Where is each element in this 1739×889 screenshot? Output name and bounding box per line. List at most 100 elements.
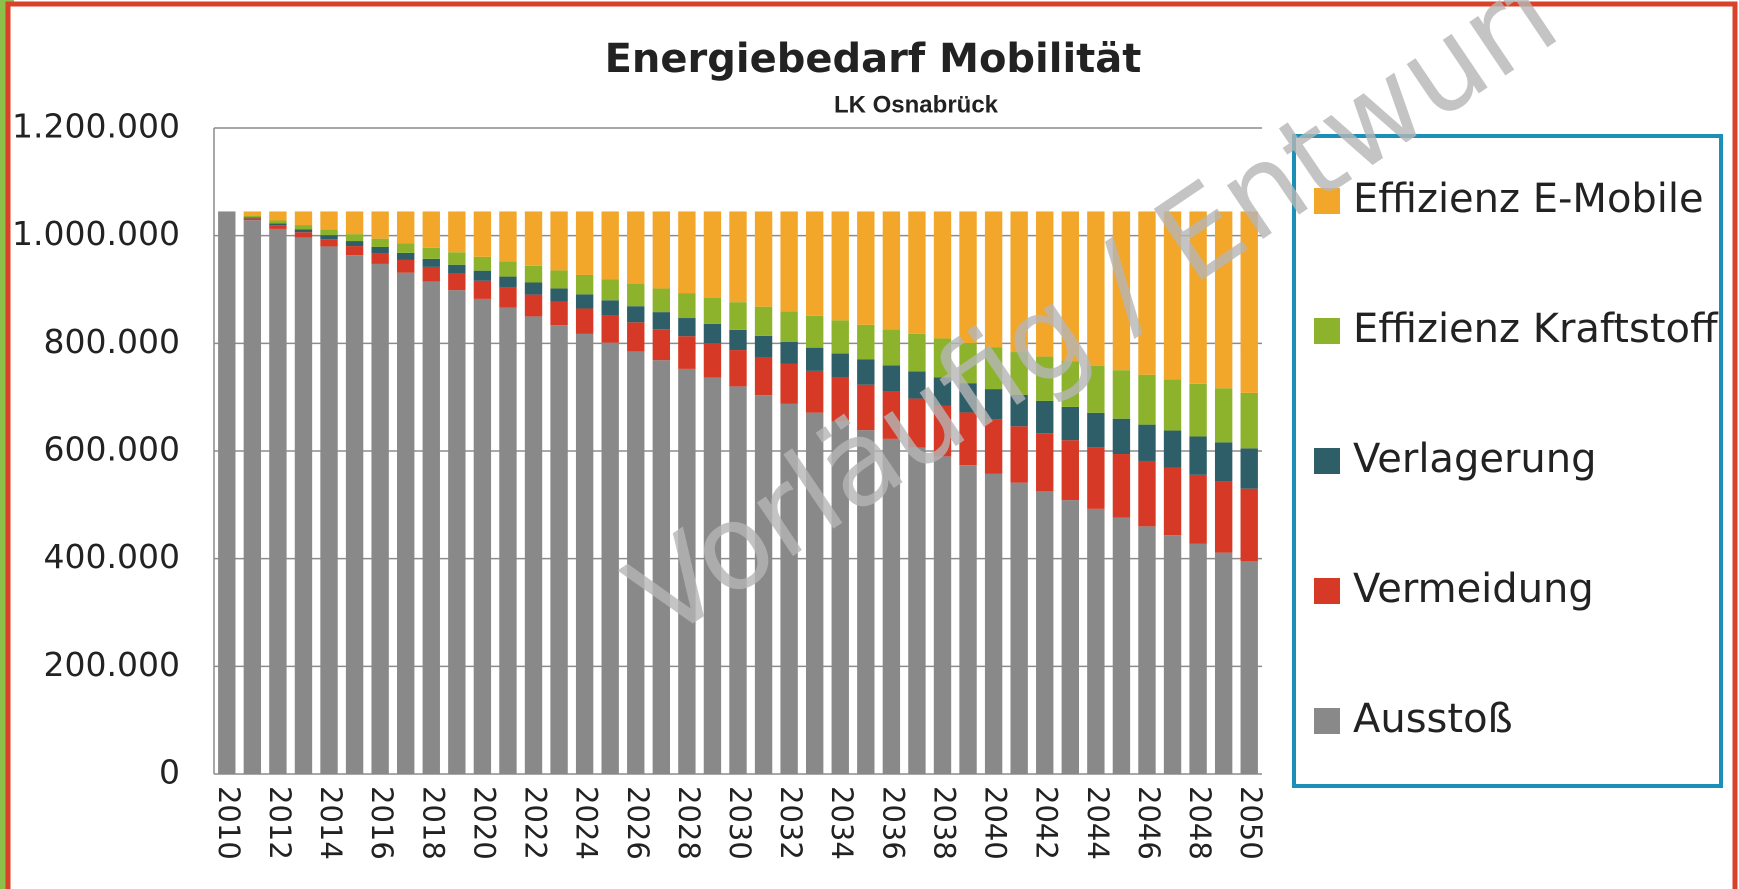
bar-segment	[805, 347, 824, 371]
bar-segment	[371, 211, 389, 239]
bar-segment	[524, 294, 543, 317]
bar-segment	[448, 252, 466, 265]
bar-segment	[422, 281, 440, 774]
bar-segment	[678, 293, 696, 319]
y-tick-label: 600.000	[44, 430, 180, 469]
bar-segment	[1087, 365, 1105, 413]
x-tick-label: 2024	[570, 786, 604, 860]
bar-segment	[678, 318, 696, 337]
bar-segment	[371, 238, 389, 247]
bar-segment	[397, 211, 415, 244]
bar-segment	[933, 405, 952, 457]
bar-segment	[882, 211, 901, 330]
x-tick-label: 2028	[672, 786, 706, 860]
bar-segment	[499, 211, 517, 262]
legend-label: Effizienz E-Mobile	[1353, 176, 1704, 222]
bar-segment	[550, 288, 568, 302]
y-tick-label: 0	[159, 753, 180, 792]
bar-segment	[371, 263, 389, 774]
bar-segment	[984, 211, 1003, 348]
bar-segment	[269, 211, 287, 221]
bar-segment	[524, 316, 543, 774]
bar-segment	[959, 383, 977, 413]
bar-segment	[294, 225, 313, 230]
x-tick-label: 2020	[467, 786, 501, 860]
bar-segment	[805, 412, 824, 774]
bar-segment	[371, 246, 389, 254]
bar-segment	[1087, 412, 1105, 448]
bar-segment	[627, 322, 645, 352]
bar-segment	[652, 312, 671, 330]
y-tick-label: 1.200.000	[12, 107, 180, 146]
bar-segment	[320, 239, 338, 247]
x-tick-label: 2014	[314, 786, 348, 860]
x-tick-label: 2042	[1030, 786, 1064, 860]
bar-segment	[1189, 474, 1207, 544]
bar-segment	[294, 237, 313, 774]
bar-segment	[857, 359, 875, 385]
x-tick-label: 2026	[621, 786, 655, 860]
bar-segment	[678, 211, 696, 294]
bar-segment	[831, 421, 849, 774]
bar-segment	[805, 315, 824, 348]
legend-swatch	[1314, 318, 1340, 344]
bar-segment	[243, 217, 262, 219]
y-tick-label: 200.000	[44, 645, 180, 684]
bar-segment	[1061, 361, 1079, 407]
legend-box	[1292, 134, 1723, 788]
bar-segment	[269, 228, 287, 774]
bar-segment	[882, 438, 901, 774]
bar-segment	[473, 211, 492, 257]
legend-swatch	[1314, 448, 1340, 474]
bar-segment	[678, 336, 696, 369]
bar-segment	[473, 298, 492, 774]
bar-segment	[857, 384, 875, 431]
bar-segment	[754, 395, 773, 774]
x-tick-label: 2046	[1132, 786, 1166, 860]
bar-segment	[320, 229, 338, 236]
bar-segment	[1214, 552, 1233, 774]
legend-swatch	[1314, 188, 1340, 214]
bar-segment	[294, 211, 313, 226]
x-tick-label: 2032	[774, 786, 808, 860]
x-tick-label: 2048	[1183, 786, 1217, 860]
bar-segment	[524, 282, 543, 295]
bar-segment	[1163, 467, 1182, 536]
bar-segment	[882, 365, 901, 392]
bar-segment	[499, 261, 517, 277]
bar-segment	[1214, 211, 1233, 389]
bar-segment	[831, 211, 849, 321]
bar-segment	[575, 294, 594, 309]
bar-segment	[1163, 211, 1182, 380]
bar-segment	[601, 300, 619, 316]
bar-segment	[524, 211, 543, 266]
bar-segment	[984, 473, 1003, 774]
x-tick-label: 2040	[979, 786, 1013, 860]
bar-segment	[269, 225, 287, 229]
bar-segment	[627, 351, 645, 774]
bar-segment	[1240, 392, 1258, 449]
bar-segment	[397, 272, 415, 774]
bar-segment	[882, 391, 901, 439]
bar-segment	[499, 307, 517, 774]
bar-segment	[627, 211, 645, 285]
bar-segment	[1087, 211, 1105, 366]
bar-segment	[243, 220, 262, 775]
legend-label: Effizienz Kraftstoff	[1353, 306, 1719, 352]
bar-segment	[1112, 370, 1131, 419]
bar-segment	[984, 347, 1003, 390]
legend-swatch	[1314, 708, 1340, 734]
bar-segment	[780, 341, 798, 364]
bar-segment	[601, 315, 619, 343]
bar-segment	[294, 232, 313, 238]
bar-segment	[550, 211, 568, 271]
bar-segment	[1036, 211, 1054, 357]
bar-segment	[984, 389, 1003, 420]
bar-segment	[908, 211, 926, 334]
bar-segment	[959, 465, 977, 774]
bar-segment	[473, 280, 492, 299]
bar-segment	[1214, 481, 1233, 553]
legend-label: Vermeidung	[1353, 566, 1594, 612]
bar-segment	[345, 246, 364, 256]
